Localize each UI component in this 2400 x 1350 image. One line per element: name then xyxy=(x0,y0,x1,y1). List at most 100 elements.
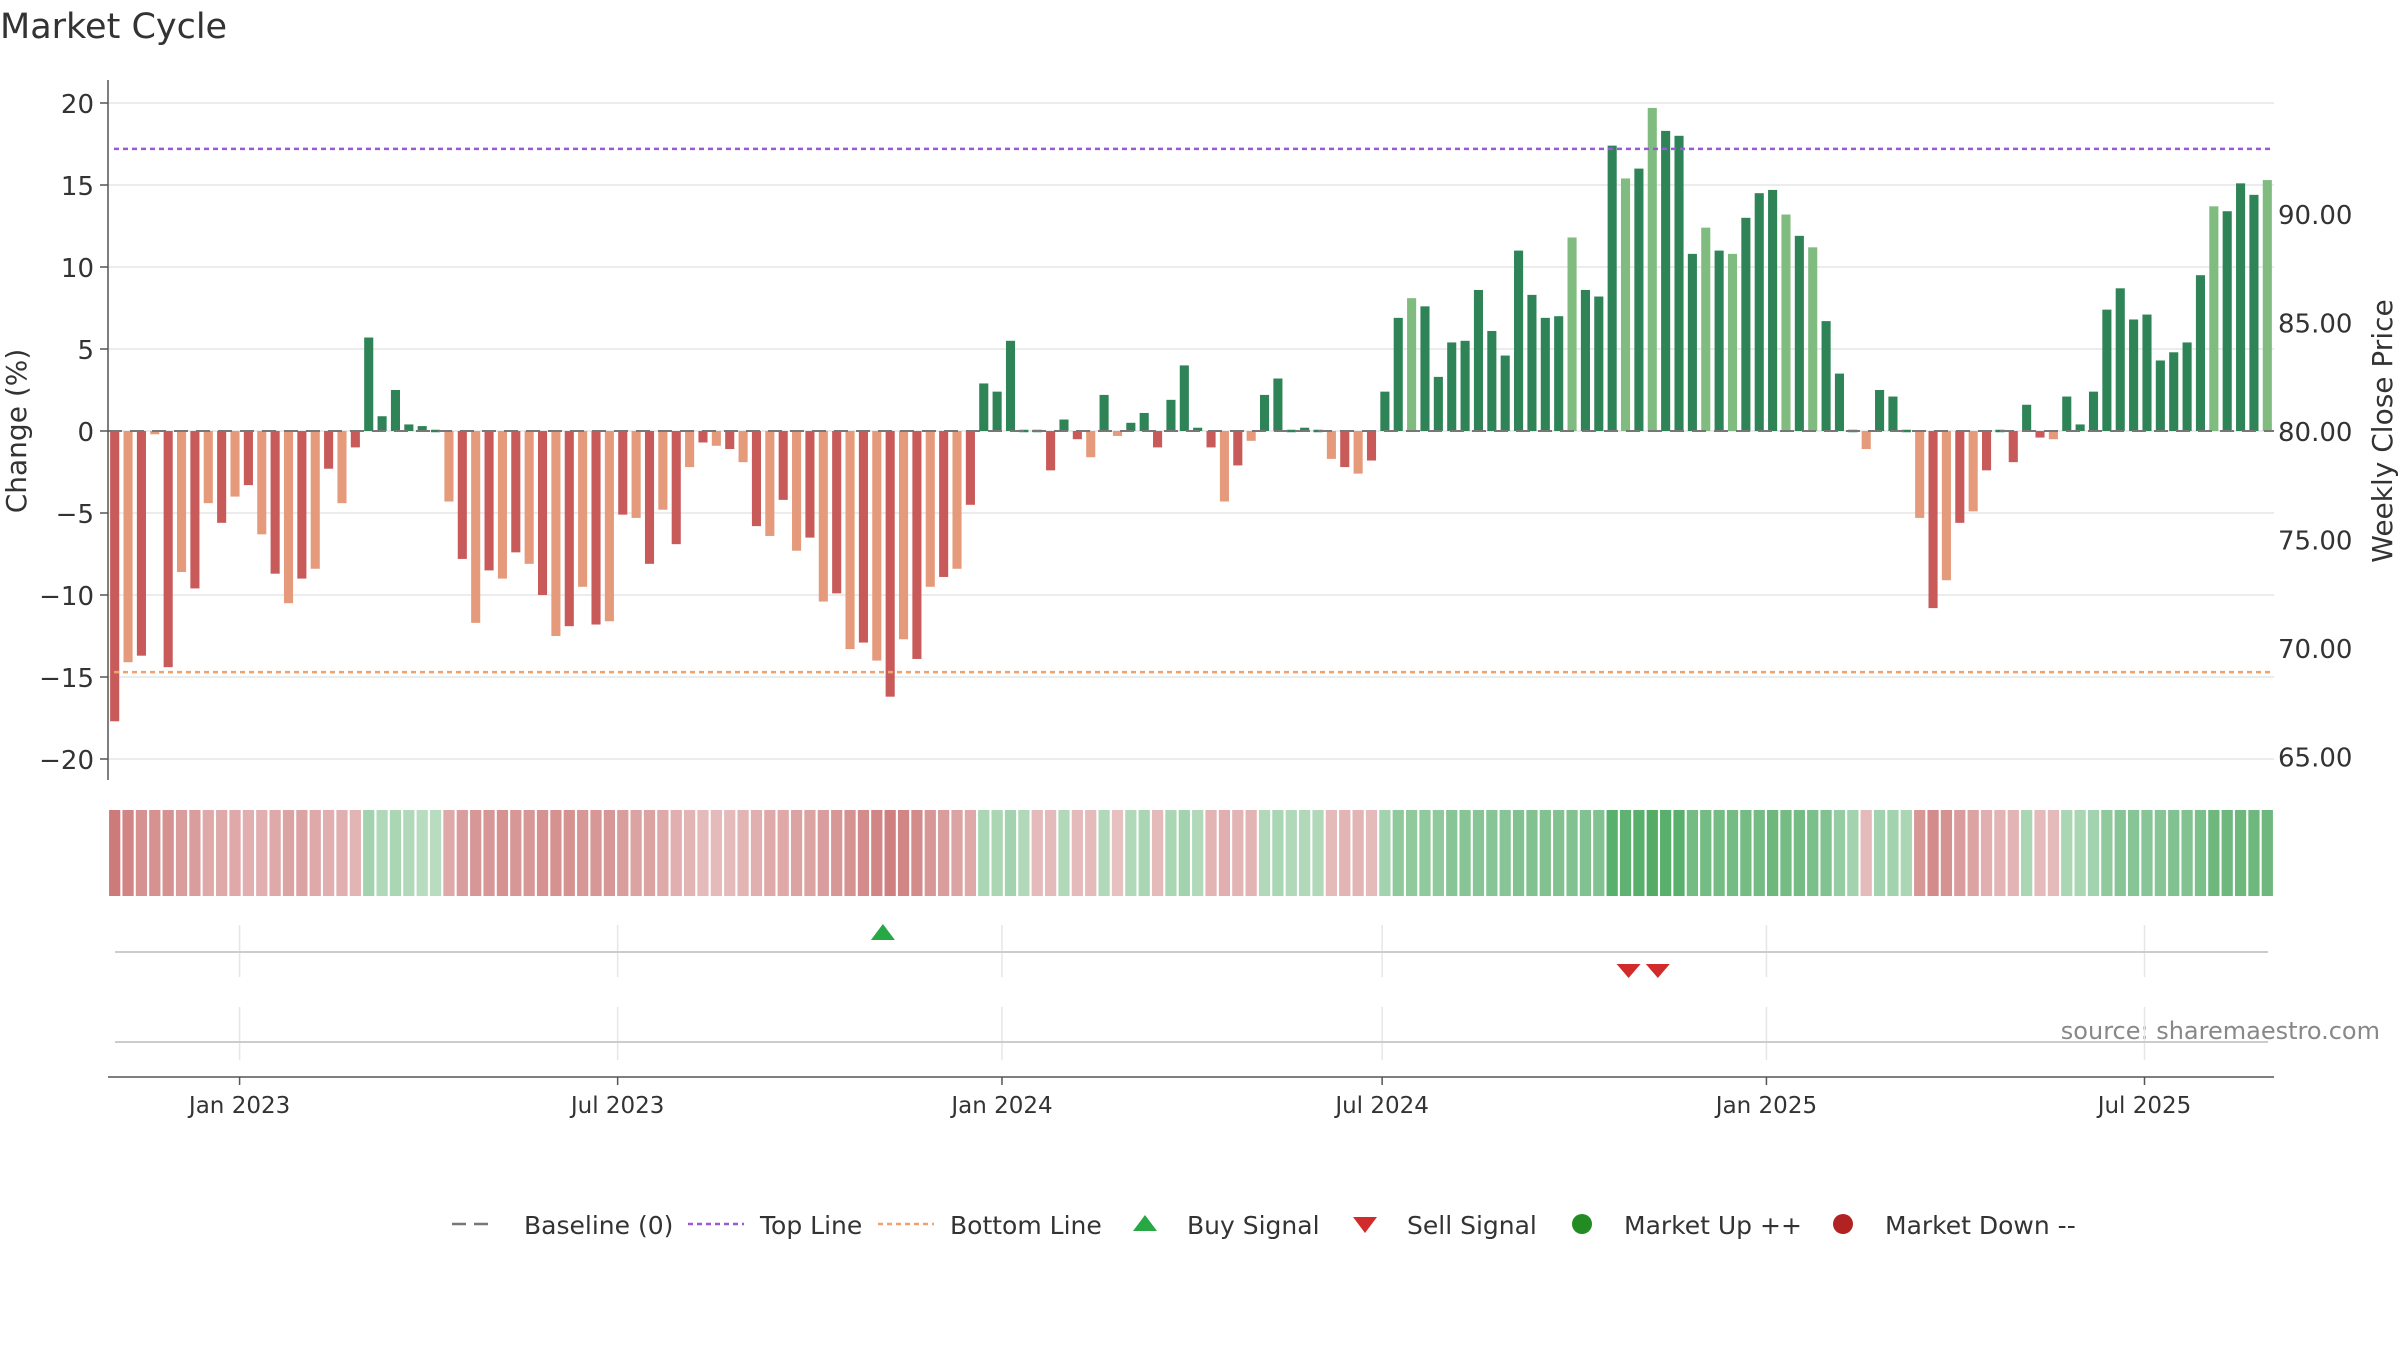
y2-tick-label: 85.00 xyxy=(2278,310,2352,340)
change-bar xyxy=(751,431,762,527)
change-bar xyxy=(1941,431,1951,581)
strength-cell xyxy=(884,810,896,896)
y-tick-label: 5 xyxy=(77,336,94,366)
strength-cell xyxy=(1365,810,1378,896)
strength-cell xyxy=(764,810,776,896)
strength-cell xyxy=(1218,810,1231,896)
change-bar xyxy=(110,431,120,722)
strength-cell xyxy=(844,810,856,896)
strength-cell xyxy=(2221,810,2233,896)
change-bar xyxy=(778,431,788,500)
strength-cell xyxy=(296,810,308,896)
legend-label: Market Up ++ xyxy=(1624,1211,1802,1240)
strength-cell xyxy=(1432,810,1444,896)
change-bar xyxy=(671,431,681,545)
strength-cell xyxy=(1299,810,1311,896)
change-bar xyxy=(1193,427,1203,431)
y-axis-label: Change (%) xyxy=(0,349,33,514)
change-bar xyxy=(858,431,868,643)
change-bar xyxy=(898,431,909,640)
change-bar xyxy=(2262,180,2272,431)
strength-cell xyxy=(737,810,749,896)
change-bar xyxy=(1433,376,1443,431)
y2-tick-label: 70.00 xyxy=(2278,635,2352,665)
change-bar xyxy=(1674,135,1684,432)
y-tick-label: 20 xyxy=(61,90,94,120)
strength-cell xyxy=(924,810,936,896)
change-bar xyxy=(1981,431,1992,471)
change-bar xyxy=(2088,391,2099,431)
strength-cell xyxy=(1125,810,1137,896)
strength-cell xyxy=(911,810,923,896)
change-bar xyxy=(243,431,253,486)
strength-cell xyxy=(1085,810,1097,896)
change-bar xyxy=(484,431,494,571)
change-bar xyxy=(537,431,548,595)
strength-cell xyxy=(1044,810,1057,896)
change-bar xyxy=(1246,431,1256,441)
strength-cell xyxy=(1579,810,1592,896)
strength-cell xyxy=(1392,810,1404,896)
change-bar xyxy=(2236,183,2246,431)
change-bar xyxy=(1126,422,1136,431)
change-bar xyxy=(1540,317,1550,431)
strength-cell xyxy=(1820,810,1832,896)
strength-cell xyxy=(429,810,442,896)
change-bar xyxy=(1514,250,1524,431)
change-bar xyxy=(1273,378,1283,431)
change-bar xyxy=(1634,168,1644,431)
strength-cell xyxy=(2141,810,2153,896)
change-bar xyxy=(190,431,200,589)
change-bar xyxy=(1701,227,1711,431)
change-bar xyxy=(1687,253,1697,431)
change-bar xyxy=(631,431,641,518)
change-bar xyxy=(2222,211,2232,431)
strength-cell xyxy=(229,810,241,896)
strength-cell xyxy=(2194,810,2207,896)
strength-cell xyxy=(831,810,843,896)
legend-key-sell xyxy=(1353,1217,1377,1233)
strength-cell xyxy=(577,810,589,896)
strength-cell xyxy=(1860,810,1872,896)
strength-cell xyxy=(149,810,161,896)
change-bars xyxy=(110,107,2272,722)
strength-cell xyxy=(2101,810,2113,896)
change-bar xyxy=(872,431,882,661)
change-bar xyxy=(1300,427,1310,431)
change-bar xyxy=(1888,396,1898,431)
change-bar xyxy=(404,424,414,431)
strength-cell xyxy=(590,810,602,896)
change-bar xyxy=(2129,319,2139,431)
strength-cell xyxy=(1807,810,1819,896)
change-bar xyxy=(1901,429,1911,433)
strength-cell xyxy=(1753,810,1765,896)
change-bar xyxy=(257,431,267,535)
strength-cell xyxy=(1539,810,1551,896)
strength-cell xyxy=(991,810,1003,896)
change-bar xyxy=(1112,431,1123,436)
strength-cell xyxy=(1766,810,1779,896)
strength-cell xyxy=(109,810,121,896)
sell-signal-marker xyxy=(1645,964,1670,978)
x-tick-label: Jul 2023 xyxy=(569,1093,665,1119)
strength-cell xyxy=(951,810,963,896)
strength-cell xyxy=(1619,810,1632,896)
change-bar xyxy=(738,431,748,463)
strength-cell xyxy=(1847,810,1859,896)
strength-cell xyxy=(1151,810,1164,896)
strength-cell xyxy=(216,810,228,896)
change-bar xyxy=(1527,294,1537,431)
strength-cell xyxy=(2168,810,2180,896)
strength-cell xyxy=(376,810,388,896)
change-bar xyxy=(283,431,294,604)
strength-cell xyxy=(443,810,455,896)
change-bar xyxy=(1875,390,1885,431)
legend-label: Bottom Line xyxy=(950,1211,1102,1240)
strength-cell xyxy=(1914,810,1926,896)
change-bar xyxy=(2008,431,2018,463)
strength-cell xyxy=(683,810,696,896)
change-bar xyxy=(1393,317,1403,431)
change-bar xyxy=(939,431,949,577)
change-bar xyxy=(1968,431,1978,512)
change-bar xyxy=(591,431,601,625)
